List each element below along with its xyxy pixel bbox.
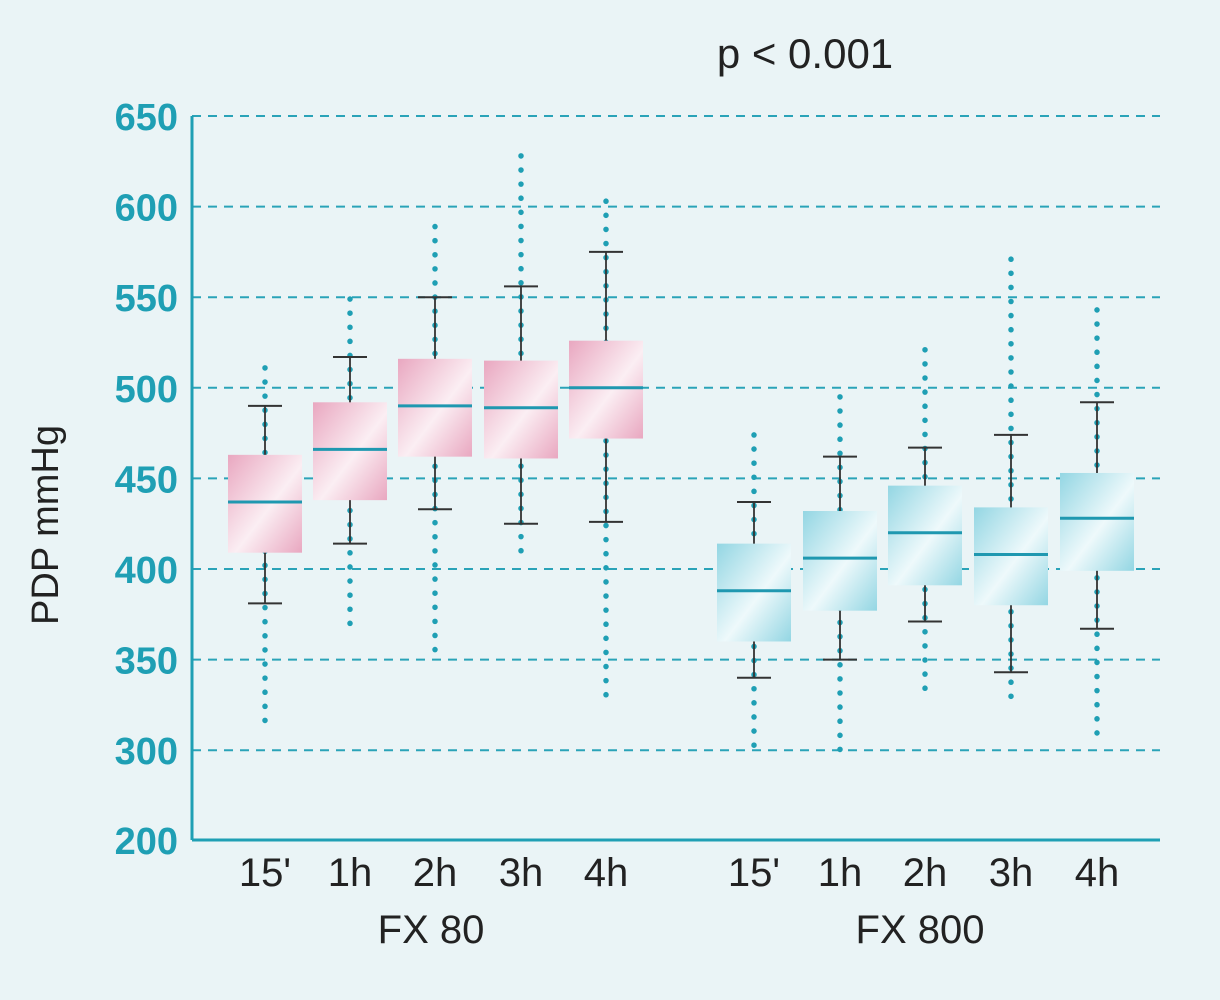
box-iqr <box>484 360 558 459</box>
x-category-label: 3h <box>499 851 544 895</box>
x-category-labels: 15' 1h 2h 3h 4h FX 80 15' 1h 2h 3h 4h FX 800 <box>239 851 1119 952</box>
x-category-label: 1h <box>818 851 863 895</box>
x-category-label: 15' <box>728 851 780 895</box>
x-category-label: 1h <box>328 851 373 895</box>
box-iqr <box>398 358 472 457</box>
group-label-fx80: FX 80 <box>378 908 485 952</box>
box-iqr <box>803 511 877 611</box>
x-category-label: 2h <box>413 851 458 895</box>
y-tick-label-550: 550 <box>115 278 178 320</box>
y-axis-label: PDP mmHg <box>25 425 67 625</box>
x-category-label: 15' <box>239 851 291 895</box>
box-fx80-2 <box>398 223 472 665</box>
y-tick-label-350: 350 <box>115 641 178 683</box>
x-category-label: 3h <box>989 851 1034 895</box>
p-value-annotation: p < 0.001 <box>717 30 893 77</box>
box-fx800-3 <box>974 256 1048 701</box>
box-fx800-2 <box>888 346 962 694</box>
y-tick-label-300: 300 <box>115 731 178 773</box>
box-fx80-1 <box>313 296 387 628</box>
group-label-fx800: FX 800 <box>856 908 985 952</box>
x-category-label: 2h <box>903 851 948 895</box>
y-tick-label-200: 200 <box>115 821 178 863</box>
box-fx800-1 <box>803 394 877 764</box>
box-iqr <box>569 340 643 439</box>
x-category-label: 4h <box>584 851 629 895</box>
box-iqr <box>1060 472 1134 571</box>
box-iqr <box>313 402 387 501</box>
y-tick-label-500: 500 <box>115 369 178 411</box>
box-iqr <box>974 507 1048 606</box>
box-plots <box>228 153 1134 764</box>
y-tick-labels: 200 300 350 400 450 500 550 600 650 <box>115 97 178 863</box>
box-fx800-4 <box>1060 307 1134 748</box>
y-tick-label-600: 600 <box>115 188 178 230</box>
box-fx800-0 <box>717 432 791 760</box>
y-tick-label-400: 400 <box>115 550 178 592</box>
y-tick-label-650: 650 <box>115 97 178 139</box>
axes <box>190 116 1160 842</box>
box-iqr <box>228 454 302 553</box>
box-fx80-0 <box>228 365 302 730</box>
box-iqr <box>717 543 791 642</box>
x-category-label: 4h <box>1075 851 1120 895</box>
y-tick-label-450: 450 <box>115 459 178 501</box>
box-fx80-4 <box>569 198 643 706</box>
box-fx80-3 <box>484 153 558 563</box>
box-iqr <box>888 485 962 586</box>
